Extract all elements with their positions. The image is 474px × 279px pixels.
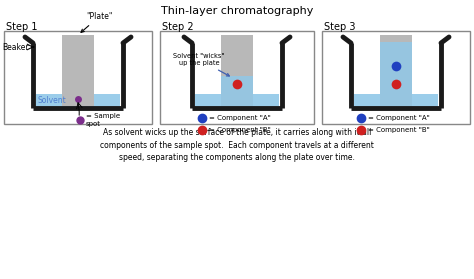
Text: Step 2: Step 2 bbox=[162, 22, 193, 32]
Bar bbox=[380, 35, 412, 106]
Text: = Component "B": = Component "B" bbox=[209, 127, 271, 133]
Bar bbox=[4, 31, 152, 124]
Bar bbox=[354, 94, 438, 108]
Text: Thin-layer chromatography: Thin-layer chromatography bbox=[161, 6, 313, 16]
Text: = Sample
spot: = Sample spot bbox=[86, 113, 120, 127]
Bar bbox=[195, 94, 279, 108]
Bar bbox=[62, 35, 94, 106]
Bar bbox=[354, 43, 438, 108]
Text: = Component "B": = Component "B" bbox=[368, 127, 430, 133]
Text: = Component "A": = Component "A" bbox=[209, 115, 271, 121]
Text: Solvent: Solvent bbox=[38, 96, 67, 105]
Bar bbox=[195, 43, 279, 108]
Text: Step 3: Step 3 bbox=[324, 22, 356, 32]
Bar bbox=[36, 94, 120, 108]
Bar bbox=[380, 42, 412, 106]
Bar bbox=[36, 43, 120, 108]
Text: "Plate": "Plate" bbox=[81, 12, 112, 32]
Text: As solvent wicks up the surface of the plate, it carries along with it all
compo: As solvent wicks up the surface of the p… bbox=[100, 128, 374, 162]
Text: Beaker: Beaker bbox=[2, 42, 29, 52]
Bar bbox=[322, 31, 470, 124]
Text: Solvent "wicks"
up the plate: Solvent "wicks" up the plate bbox=[173, 53, 229, 76]
Bar bbox=[221, 76, 253, 106]
Text: Step 1: Step 1 bbox=[6, 22, 37, 32]
Bar bbox=[160, 31, 314, 124]
Bar bbox=[221, 35, 253, 106]
Text: = Component "A": = Component "A" bbox=[368, 115, 430, 121]
